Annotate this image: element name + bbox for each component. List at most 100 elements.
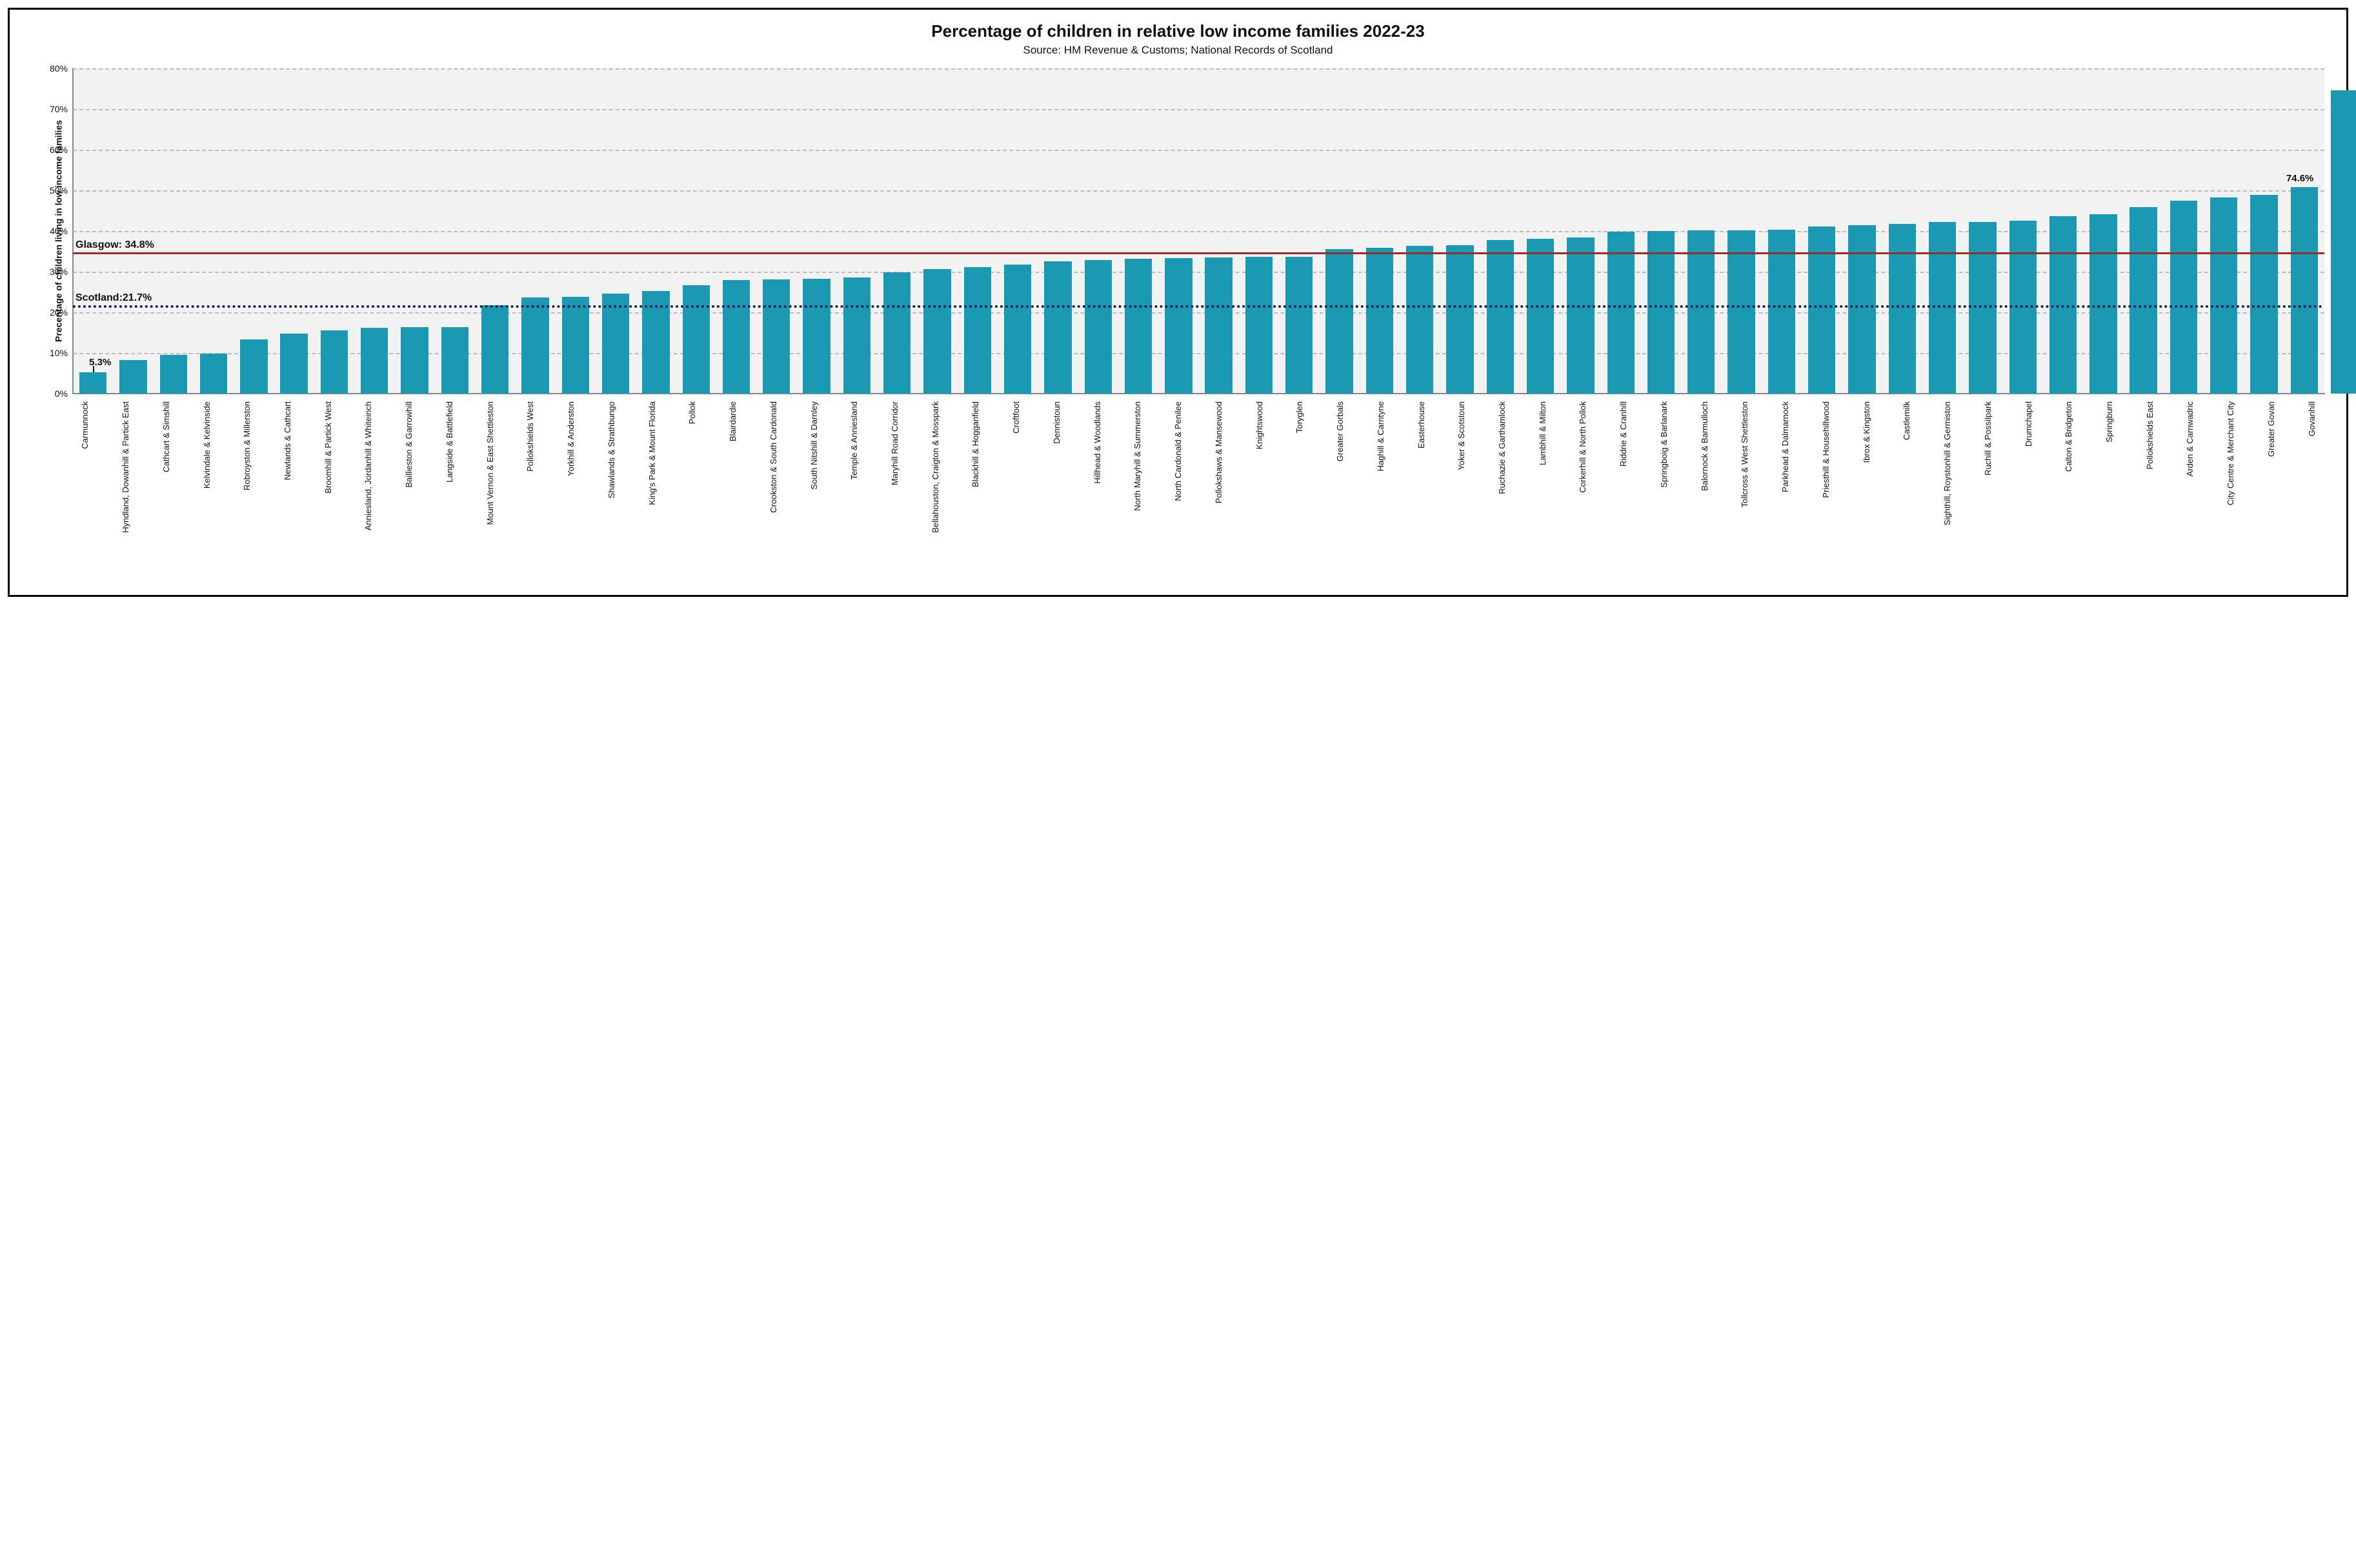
x-category-label: Newlands & Cathcart: [283, 401, 292, 480]
x-category-label: Springburn: [2104, 401, 2114, 443]
reference-line-label: Scotland:21.7%: [76, 292, 152, 305]
y-tick-label: 70%: [50, 104, 73, 114]
bar: [964, 267, 991, 394]
gridline: [73, 190, 2324, 192]
x-axis-categories: CarmunnockHyndland, Dowanhill & Partick …: [57, 399, 2324, 579]
gridline: [73, 109, 2324, 110]
y-tick-label: 10%: [50, 348, 73, 358]
bar: [1325, 249, 1353, 394]
callout-leader: [93, 366, 94, 372]
chart-subtitle: Source: HM Revenue & Customs; National R…: [25, 44, 2331, 57]
x-category-label: Springboig & Barlanark: [1659, 401, 1669, 488]
x-category-label: Mount Vernon & East Shettleston: [485, 401, 495, 525]
x-category-label: Ibrox & Kingston: [1862, 401, 1871, 463]
x-category-label: Croftfoot: [1011, 401, 1021, 434]
bar: [200, 354, 227, 394]
x-category-label: Broomhill & Partick West: [323, 401, 333, 494]
bar: [1285, 257, 1313, 394]
bar: [723, 280, 750, 394]
reference-line-label: Glasgow: 34.8%: [76, 239, 154, 252]
bar: [1406, 246, 1433, 394]
reference-line: [73, 252, 2324, 254]
reference-line: [73, 305, 2324, 308]
bar: [1004, 265, 1031, 394]
bar: [401, 327, 428, 394]
x-category-label: Calton & Bridgeton: [2064, 401, 2073, 472]
y-tick-label: 0%: [55, 388, 73, 399]
bar: [521, 297, 549, 394]
x-category-label: Langside & Battlefield: [445, 401, 454, 483]
bar: [280, 334, 307, 394]
x-category-label: Yoker & Scotstoun: [1456, 401, 1466, 470]
bar: [843, 277, 871, 394]
x-category-label: Hillhead & Woodlands: [1092, 401, 1102, 484]
x-category-label: Ruchill & Possilpark: [1983, 401, 1993, 476]
bar: [683, 285, 710, 394]
x-category-label: Shawlands & Strathbungo: [607, 401, 616, 498]
bar: [160, 355, 187, 394]
x-category-label: Pollokshields West: [525, 401, 535, 472]
x-category-label: Greater Govan: [2266, 401, 2276, 457]
x-category-label: Haghill & Carntyne: [1376, 401, 1385, 471]
x-category-label: Blackhill & Hogganfield: [971, 401, 980, 487]
x-category-label: Parkhead & Dalmarnock: [1780, 401, 1790, 492]
bar: [763, 279, 790, 394]
bar: [1727, 230, 1755, 394]
bar: [883, 272, 911, 394]
bar: [481, 305, 508, 394]
bar: [1245, 257, 1273, 394]
gridline: [73, 150, 2324, 151]
bar: [2210, 197, 2237, 394]
x-category-label: King's Park & Mount Florida: [647, 401, 657, 505]
bar: [2170, 201, 2197, 394]
bar: [240, 339, 267, 394]
x-category-label: Corkerhill & North Pollok: [1578, 401, 1587, 493]
bar: [1527, 239, 1554, 394]
y-tick-label: 60%: [50, 145, 73, 155]
bar: [803, 279, 830, 394]
gridline: [73, 68, 2324, 70]
x-category-label: Pollokshields East: [2145, 401, 2155, 470]
bar: [1205, 257, 1232, 394]
x-category-label: Easterhouse: [1416, 401, 1426, 448]
bar: [1889, 224, 1916, 394]
bar: [119, 360, 146, 394]
x-category-label: Carmunnock: [80, 401, 90, 449]
bar: [1848, 225, 1875, 394]
x-category-label: City Centre & Merchant City: [2226, 401, 2235, 505]
x-category-label: Kelvindale & Kelvinside: [202, 401, 212, 488]
x-category-label: Riddrie & Cranhill: [1618, 401, 1628, 467]
x-category-label: Knightswood: [1254, 401, 1264, 449]
x-category-label: Lambhill & Milton: [1538, 401, 1547, 465]
x-category-label: Blairdardie: [728, 401, 738, 441]
y-tick-label: 30%: [50, 266, 73, 277]
chart-body: Precentage of children living in low inc…: [25, 63, 2331, 399]
bar: [2291, 187, 2318, 394]
x-category-label: Castlemilk: [1902, 401, 1911, 440]
x-category-label: Tollcross & West Shettleston: [1740, 401, 1749, 508]
data-callout: 74.6%: [2286, 173, 2314, 184]
x-category-label: Cathcart & Simshill: [161, 401, 171, 472]
y-tick-label: 40%: [50, 226, 73, 236]
x-category-label: Maryhill Road Corridor: [890, 401, 900, 485]
x-category-label: Anniesland, Jordanhill & Whiteinch: [363, 401, 373, 530]
y-tick-label: 50%: [50, 185, 73, 196]
x-category-label: Priesthill & Househillwood: [1821, 401, 1831, 498]
y-tick-label: 80%: [50, 63, 73, 74]
bar: [1125, 259, 1152, 394]
x-category-label: Balornock & Barmulloch: [1700, 401, 1709, 491]
bar: [1647, 231, 1675, 394]
x-category-label: Temple & Anniesland: [849, 401, 859, 479]
x-category-label: Greater Gorbals: [1335, 401, 1345, 461]
x-category-label: Pollokshaws & Mansewood: [1214, 401, 1223, 503]
bar: [1567, 237, 1594, 394]
bar: [1487, 240, 1514, 394]
x-category-label: Baillieston & Garrowhill: [404, 401, 414, 488]
x-category-label: Sighthill, Roystonhill & Germiston: [1942, 401, 1952, 525]
bar: [1085, 260, 1112, 394]
chart-title: Percentage of children in relative low i…: [25, 21, 2331, 41]
bar: [1044, 261, 1071, 394]
bar: [1687, 230, 1715, 394]
x-category-label: Dennistoun: [1052, 401, 1062, 444]
x-category-label: Arden & Carnwadric: [2185, 401, 2195, 476]
